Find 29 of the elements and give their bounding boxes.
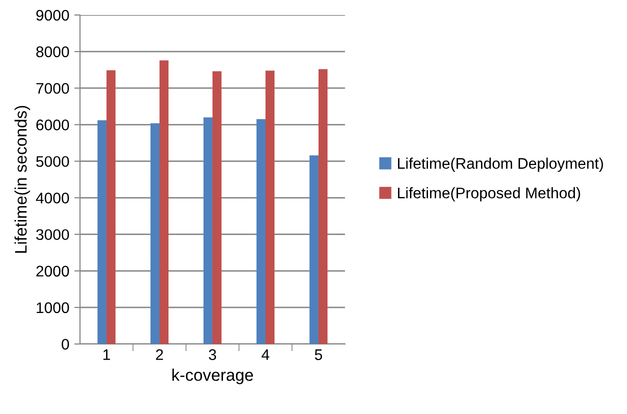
bar [203,117,212,344]
bar [212,71,222,344]
y-tick-label: 2000 [36,266,69,277]
y-tick-label: 7000 [36,82,69,94]
bar [150,123,160,344]
legend-label: Lifetime(Random Deployment) [398,158,603,172]
y-tick-label: 6000 [36,120,69,130]
x-tick-label: 5 [314,349,322,360]
bar [97,120,106,344]
x-tick-label: 2 [156,349,163,360]
x-tick-label: 1 [103,349,110,360]
x-tick-label: 3 [208,349,216,360]
y-tick-label: 0 [62,338,69,350]
y-tick-label: 5000 [36,156,69,167]
y-tick-label: 3000 [36,229,69,240]
y-tick-label: 4000 [36,192,69,204]
x-tick-label: 4 [262,349,270,360]
legend-label: Lifetime(Proposed Method) [398,187,580,202]
bar [106,70,116,344]
bar [318,69,328,344]
bar [256,119,266,344]
y-tick-label: 1000 [36,302,69,314]
x-axis-title: k-coverage [172,368,253,384]
y-tick-label: 9000 [36,10,69,21]
bar [309,155,318,344]
bar [266,70,275,344]
y-tick-label: 8000 [36,46,69,58]
bar [160,60,169,344]
y-axis-title: Lifetime(in seconds) [14,106,30,253]
